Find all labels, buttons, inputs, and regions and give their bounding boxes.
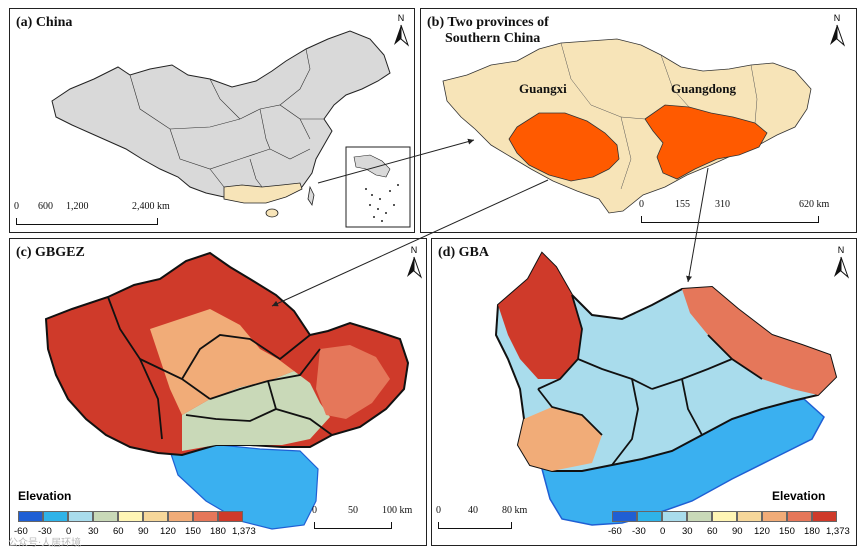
legend-tick: 60 [113,526,124,537]
gbgez-elevation-map [44,251,410,530]
scale-tick: 1,200 [66,201,89,212]
legend-tick: 1,373 [826,526,850,537]
scale-tick: 100 km [382,505,413,516]
legend-c: -60 -30 0 30 60 90 120 150 180 1,373 [14,511,256,541]
province-borders [129,48,324,188]
legend-tick: 90 [732,526,743,537]
legend-swatch [193,511,218,522]
legend-swatch [812,511,837,522]
provinces-map [442,38,812,214]
gbgez-city-borders [107,296,333,440]
legend-swatch [93,511,118,522]
gbgez-midland [150,309,294,415]
legend-tick: -30 [38,526,52,537]
gba-city-borders [537,294,763,466]
scale-tick: 80 km [502,505,528,516]
legend-swatch [43,511,68,522]
legend-tick: 0 [66,526,72,537]
legend-title-d: Elevation [772,489,826,503]
scale-tick: 600 [38,201,53,212]
legend-tick: -60 [608,526,622,537]
north-label: N [837,245,845,255]
legend-swatch [687,511,712,522]
scale-tick: 620 km [799,199,830,210]
legend-tick: 90 [138,526,149,537]
panel-gba: (d) GBA N 0 40 80 km Elevation [431,238,857,546]
label-guangdong: Guangdong [671,81,737,96]
legend-tick: 120 [754,526,770,537]
taiwan-island [307,185,315,207]
internal-borders [560,42,758,190]
legend-swatch [737,511,762,522]
north-arrow-a: N [390,13,412,47]
legend-swatch [662,511,687,522]
scale-bar-c: 0 50 100 km [312,505,422,535]
scale-tick: 0 [14,201,19,212]
panel-two-provinces: (b) Two provinces of Southern China Guan… [420,8,857,233]
scale-bar-b: 0 155 310 620 km [639,199,849,229]
china-outline [51,30,391,202]
legend-swatch [68,511,93,522]
legend-tick: 0 [660,526,666,537]
legend-tick: 60 [707,526,718,537]
legend-title-c: Elevation [18,489,72,503]
legend-tick: 150 [779,526,795,537]
scale-tick: 50 [348,505,358,516]
gba-elevation-map [494,251,838,526]
china-map [51,30,411,228]
scale-tick: 155 [675,199,690,210]
legend-swatch [787,511,812,522]
legend-tick: 180 [210,526,226,537]
gbgez-sea-area [169,444,319,530]
legend-swatch [712,511,737,522]
legend-tick: 180 [804,526,820,537]
north-label: N [833,13,841,23]
legend-swatch [612,511,637,522]
gba-northeast-highlands [682,287,836,395]
scale-tick: 40 [468,505,478,516]
legend-tick: -30 [632,526,646,537]
label-guangxi: Guangxi [519,81,567,96]
hainan-island [265,208,279,218]
scale-tick: 0 [436,505,441,516]
panel-china: (a) China N 0 600 [9,8,415,233]
panel-title-provinces-line2: Southern China [445,31,541,46]
scale-tick: 0 [639,199,644,210]
legend-tick: 30 [682,526,693,537]
north-label: N [397,13,405,23]
gbgez-lowland [182,371,330,451]
gba-southwest-hills [518,407,602,471]
panel-gbgez: (c) GBGEZ N Elevation -60 -30 0 30 [9,238,427,546]
north-arrow-b: N [826,13,848,47]
panel-title-provinces-line1: (b) Two provinces of [427,15,549,30]
legend-swatch [218,511,243,522]
legend-tick: 1,373 [232,526,256,537]
legend-tick: 120 [160,526,176,537]
scale-tick: 0 [312,505,317,516]
panel-title-china: (a) China [16,15,73,30]
southern-china-region [442,38,812,214]
scale-tick: 310 [715,199,730,210]
guangxi-province [508,112,620,182]
legend-tick: 30 [88,526,99,537]
north-arrow-c: N [403,245,425,279]
legend-swatch [118,511,143,522]
legend-d: -60 -30 0 30 60 90 120 150 180 1,373 [608,511,850,541]
legend-tick: -60 [14,526,28,537]
watermark: 公众号·人居环境 [8,538,82,549]
gbgez-east-midland [316,345,390,419]
north-arrow-d: N [830,245,852,279]
scale-bar-d: 0 40 80 km [436,505,546,535]
panel-title-gbgez: (c) GBGEZ [16,245,85,260]
legend-swatch [18,511,43,522]
legend-swatch [168,511,193,522]
scale-tick: 2,400 km [132,201,170,212]
scale-bar-a: 0 600 1,200 2,400 km [14,201,184,231]
guangdong-province [644,104,768,180]
legend-swatch [637,511,662,522]
gba-north-highlands [498,253,582,379]
legend-swatch [143,511,168,522]
legend-tick: 150 [185,526,201,537]
legend-swatch [762,511,787,522]
